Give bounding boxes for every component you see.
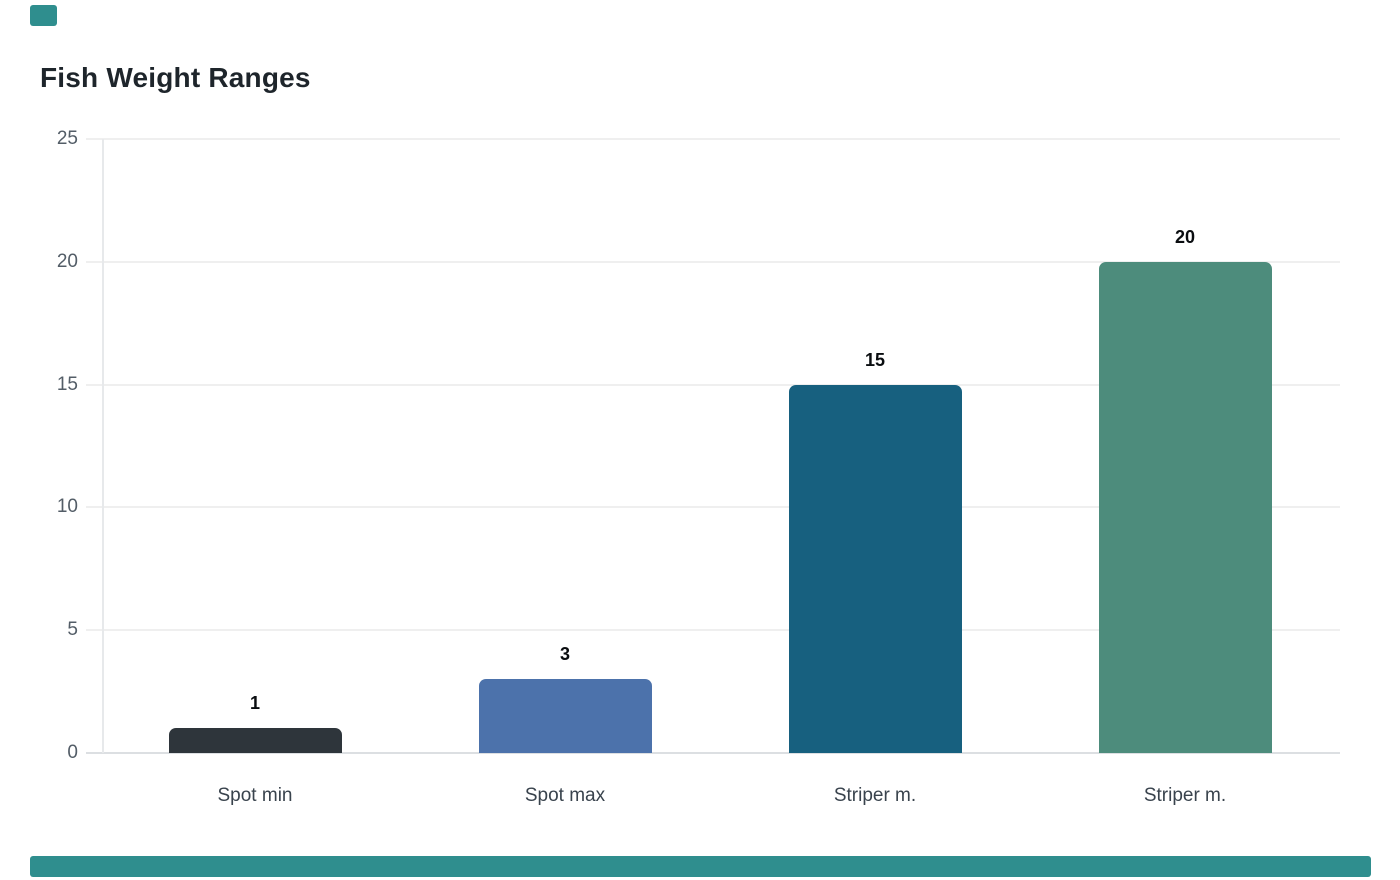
teal-accent-top-left <box>30 5 57 26</box>
gridline-y-10 <box>86 506 1340 509</box>
bar-striper-m--15[interactable] <box>788 384 962 753</box>
gridline-y-15 <box>86 383 1340 386</box>
gridline-y-5 <box>86 629 1340 632</box>
x-axis-category-label: Striper m. <box>833 785 917 806</box>
bar-striper-m--20[interactable] <box>1098 261 1272 753</box>
y-axis-tick-label: 0 <box>67 742 78 763</box>
bar-value-label: 15 <box>864 349 886 370</box>
gridline-y-0 <box>86 752 1340 754</box>
chart-title: Fish Weight Ranges <box>40 62 311 93</box>
bar-value-label: 1 <box>249 693 260 714</box>
bar-value-label: 3 <box>559 644 570 665</box>
y-axis-tick-label: 5 <box>67 619 78 641</box>
x-axis-category-label: Striper m. <box>1143 785 1227 806</box>
y-axis-tick-label: 25 <box>56 128 78 149</box>
x-axis-category-label: Spot max <box>524 785 606 806</box>
y-axis-tick-label: 20 <box>56 250 78 272</box>
bar-value-label: 20 <box>1174 226 1196 247</box>
y-axis-tick-label: 15 <box>56 373 78 395</box>
bar-spot-max-3[interactable] <box>478 679 652 753</box>
y-axis-line <box>102 139 104 753</box>
gridline-y-25 <box>86 138 1340 140</box>
gridline-y-20 <box>86 260 1340 263</box>
y-axis-tick-label: 10 <box>56 496 78 518</box>
bar-spot-min-1[interactable] <box>168 728 342 753</box>
x-axis-category-label: Spot min <box>217 785 293 806</box>
teal-accent-bottom <box>30 856 1371 877</box>
